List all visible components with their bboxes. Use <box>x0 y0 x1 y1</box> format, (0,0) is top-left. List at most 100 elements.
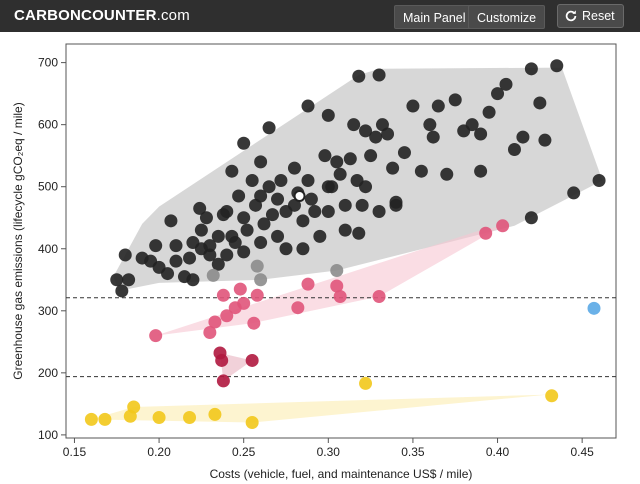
data-point <box>254 236 268 250</box>
x-tick-label: 0.35 <box>401 445 425 459</box>
data-point <box>423 118 437 132</box>
data-point <box>359 376 373 390</box>
reset-label: Reset <box>582 9 615 23</box>
data-point <box>220 248 234 262</box>
data-point <box>250 288 264 302</box>
data-point <box>352 69 366 83</box>
data-point <box>208 407 222 421</box>
y-tick-label: 100 <box>38 428 58 442</box>
data-point <box>247 316 261 330</box>
data-point <box>262 121 276 135</box>
data-point <box>237 136 251 150</box>
data-point <box>233 282 247 296</box>
data-point <box>516 130 530 144</box>
data-point <box>203 248 217 262</box>
data-point <box>372 290 386 304</box>
data-point <box>538 133 552 147</box>
data-point <box>186 273 200 287</box>
refresh-icon <box>565 10 577 22</box>
data-point <box>372 205 386 219</box>
data-point <box>110 273 124 287</box>
x-axis-title: Costs (vehicle, fuel, and maintenance US… <box>210 467 473 481</box>
data-point <box>211 229 225 243</box>
data-point <box>592 174 606 188</box>
highlighted-point <box>293 190 306 203</box>
data-point <box>313 229 327 243</box>
data-point <box>122 273 136 287</box>
data-point <box>169 254 183 268</box>
top-bar: CARBONCOUNTER.com Main Panel Customize R… <box>0 0 640 32</box>
data-point <box>426 130 440 144</box>
data-point <box>479 226 493 240</box>
x-tick-label: 0.45 <box>570 445 594 459</box>
data-point <box>431 99 445 113</box>
data-point <box>381 127 395 141</box>
customize-button[interactable]: Customize <box>468 5 546 29</box>
data-point <box>491 87 505 101</box>
data-point <box>465 118 479 132</box>
data-point <box>296 214 310 228</box>
data-point <box>496 219 510 233</box>
region-3 <box>91 394 549 423</box>
x-axis: 0.15 0.20 0.25 0.30 0.35 0.40 0.45 <box>63 438 594 459</box>
data-point <box>183 411 197 425</box>
x-tick-label: 0.25 <box>232 445 256 459</box>
logo-mid: COUNTER <box>81 7 157 24</box>
data-point <box>215 353 229 367</box>
data-point <box>359 180 373 194</box>
data-point <box>271 229 285 243</box>
data-point <box>237 211 251 225</box>
data-point <box>550 59 564 73</box>
data-point <box>372 68 386 82</box>
data-point <box>301 174 315 188</box>
x-tick-label: 0.30 <box>317 445 341 459</box>
data-point <box>257 217 271 231</box>
data-point <box>352 226 366 240</box>
data-point <box>161 267 175 281</box>
data-point <box>254 155 268 169</box>
data-point <box>164 214 178 228</box>
scatter-chart: 0.15 0.20 0.25 0.30 0.35 0.40 0.45 100 200 300 40… <box>11 43 617 481</box>
data-point <box>321 180 335 194</box>
data-point <box>524 62 538 76</box>
data-point <box>318 149 332 163</box>
data-point <box>414 164 428 178</box>
y-tick-label: 700 <box>38 56 58 70</box>
points-layer <box>84 59 606 429</box>
data-point <box>369 130 383 144</box>
data-point <box>301 99 315 113</box>
data-point <box>149 239 163 253</box>
data-point <box>296 242 310 256</box>
data-point <box>228 236 242 250</box>
data-point <box>474 164 488 178</box>
data-point <box>237 245 251 259</box>
data-point <box>397 146 411 160</box>
data-point <box>304 192 318 206</box>
logo[interactable]: CARBONCOUNTER.com <box>14 7 190 24</box>
data-point <box>321 205 335 219</box>
main-panel-button[interactable]: Main Panel <box>394 5 475 29</box>
data-point <box>265 208 279 222</box>
data-point <box>254 189 268 203</box>
data-point <box>245 353 259 367</box>
data-point <box>321 108 335 122</box>
data-point <box>333 167 347 181</box>
y-axis-title: Greenhouse gas emissions (lifecycle gCO₂… <box>11 102 25 379</box>
data-point <box>359 124 373 138</box>
data-point <box>262 180 276 194</box>
data-point <box>245 415 259 429</box>
data-point <box>567 186 581 200</box>
data-point <box>127 400 141 414</box>
data-point <box>169 239 183 253</box>
data-point <box>98 412 112 426</box>
x-tick-label: 0.20 <box>147 445 171 459</box>
data-point <box>183 251 197 265</box>
data-point <box>271 192 285 206</box>
data-point <box>84 412 98 426</box>
data-point <box>152 411 166 425</box>
data-point <box>245 174 259 188</box>
data-point <box>194 223 208 237</box>
reset-button[interactable]: Reset <box>557 4 624 28</box>
data-point <box>308 205 322 219</box>
data-point <box>291 301 305 315</box>
